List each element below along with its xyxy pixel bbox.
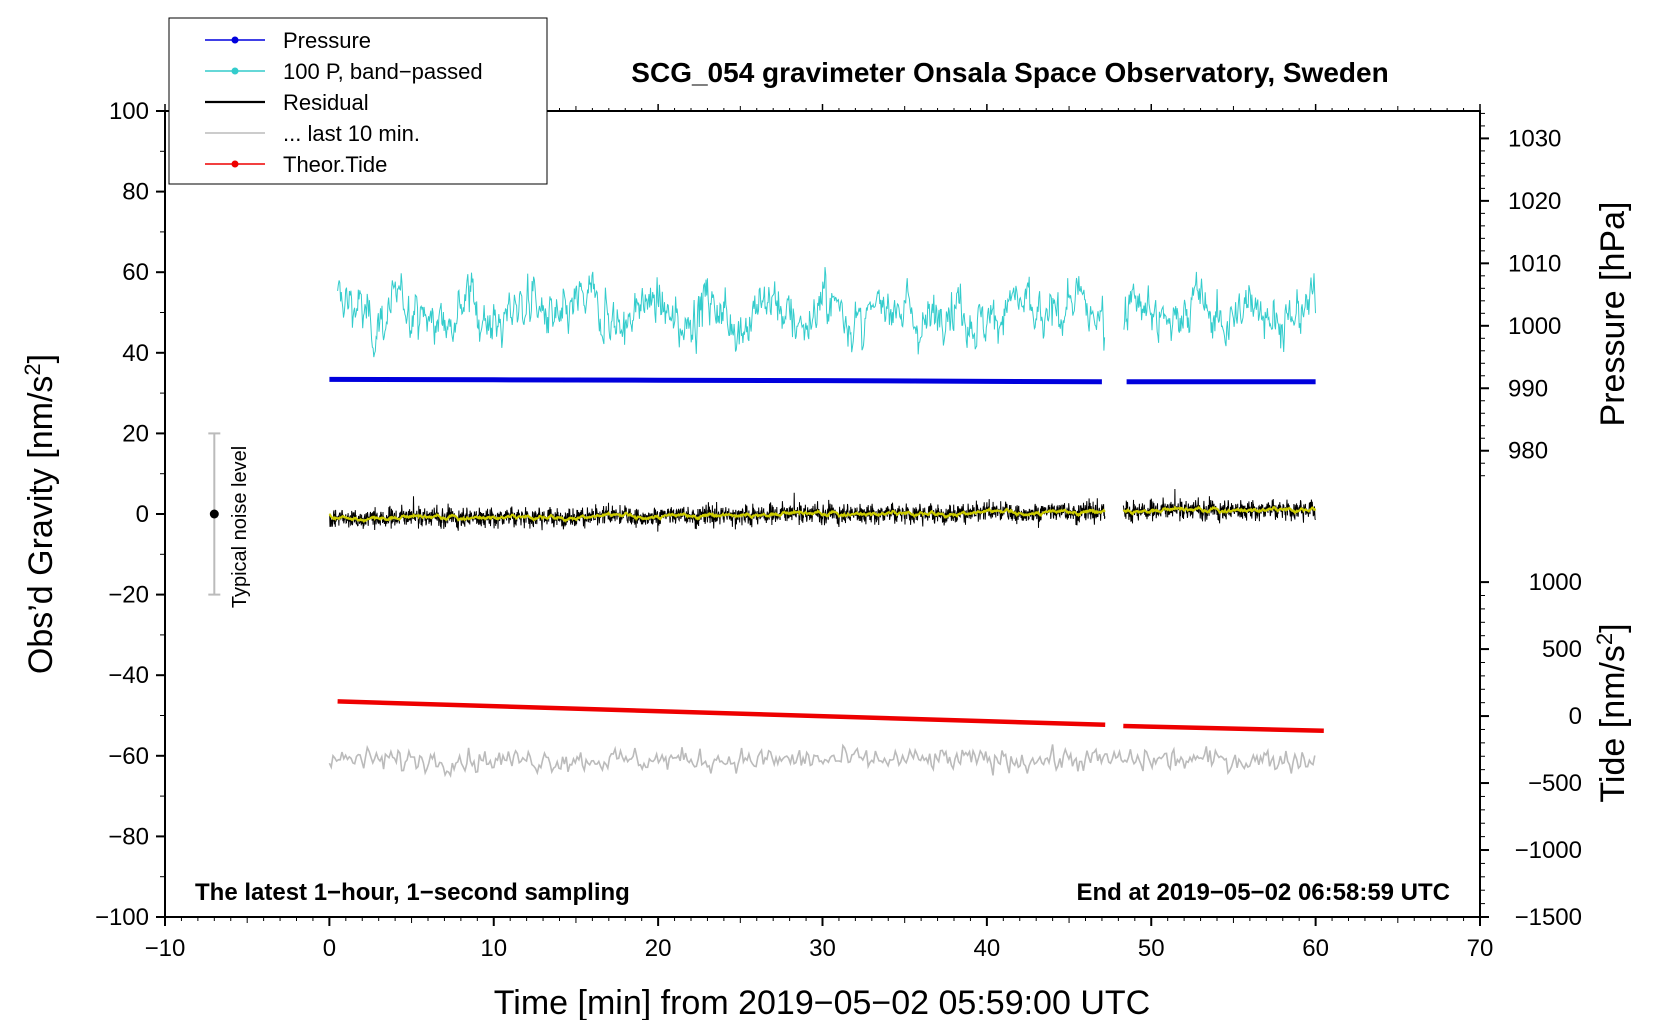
y-axis-label-superscript: 2 [20,363,45,375]
tide-tick-label: −1500 [1515,904,1582,931]
legend-label: ... last 10 min. [283,121,420,146]
annotation-right: End at 2019−05−02 06:58:59 UTC [1076,879,1450,906]
x-tick-label: 70 [1467,935,1494,962]
tide-axis-label: Tide [nm/s2] [1592,623,1633,802]
x-tick-label: −10 [145,935,186,962]
legend-marker [231,36,239,44]
x-tick-label: 40 [974,935,1001,962]
ticks-layer: −10 0 10 20 30 40 50 60 70100806040200−20−40−60−… [95,98,1582,962]
tide-tick-label: −500 [1528,770,1582,797]
y-tick-label: 40 [122,340,149,367]
y-tick-label: 60 [122,259,149,286]
y-tick-label: −60 [108,743,149,770]
legend-marker [231,67,239,75]
noise-bar-center-dot [209,509,219,519]
y-tick-label: 80 [122,179,149,206]
tide-axis-label-end: ] [1594,623,1632,632]
y-axis-label-end: ] [22,354,60,363]
pressure-tick-label: 1010 [1508,250,1561,277]
tide-tick-label: 0 [1569,703,1582,730]
tide-tick-label: 1000 [1529,569,1582,596]
tide-tick-label: −1000 [1515,837,1582,864]
legend-label: 100 P, band−passed [283,59,483,84]
pressure-tick-label: 1030 [1508,125,1561,152]
y-tick-label: −100 [95,904,149,931]
y-tick-label: 100 [109,98,149,125]
series-pressure [329,376,1316,385]
y-axis-label: Obs’d Gravity [nm/s2] [20,354,61,674]
series-theor-tide [337,699,1324,734]
x-tick-label: 10 [480,935,507,962]
chart-title: SCG_054 gravimeter Onsala Space Observat… [631,57,1388,88]
x-tick-label: 50 [1138,935,1165,962]
x-tick-label: 0 [323,935,336,962]
x-tick-label: 20 [645,935,672,962]
tide-tick-label: 500 [1542,636,1582,663]
y-tick-label: −80 [108,823,149,850]
y-tick-label: −40 [108,662,149,689]
x-tick-label: 30 [809,935,836,962]
series-last-10-min [328,743,1316,778]
series-residual-smoothed [328,505,1317,524]
y-tick-label: 0 [136,501,149,528]
tide-axis-label-main: Tide [nm/s [1594,645,1632,802]
pressure-tick-label: 1000 [1508,313,1561,340]
legend: Pressure 100 P, band−passed Residual ... la… [168,17,548,185]
pressure-tick-label: 980 [1508,438,1548,465]
noise-bar-group: Typical noise level [208,432,251,608]
legend-label: Residual [283,90,369,115]
x-axis-label: Time [min] from 2019−05−02 05:59:00 UTC [494,984,1150,1020]
tide-axis-label-superscript: 2 [1592,633,1617,645]
series-100p-band-passed [337,267,1316,358]
annotation-left: The latest 1−hour, 1−second sampling [195,879,630,906]
noise-bar-label: Typical noise level [229,446,251,608]
y-axis-label-main: Obs’d Gravity [nm/s [22,376,60,675]
x-tick-label: 60 [1302,935,1329,962]
y-tick-label: 20 [122,420,149,447]
legend-marker [231,160,239,168]
legend-label: Pressure [283,28,371,53]
pressure-axis-label: Pressure [hPa] [1594,202,1632,427]
pressure-tick-label: 1020 [1508,188,1561,215]
series-layer [328,267,1324,778]
legend-label: Theor.Tide [283,152,387,177]
pressure-tick-label: 990 [1508,375,1548,402]
y-tick-label: −20 [108,582,149,609]
